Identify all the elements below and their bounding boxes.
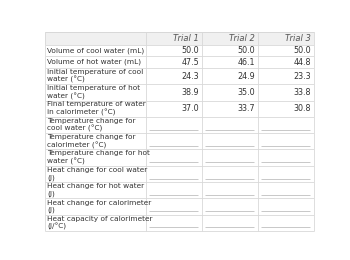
Text: 50.0: 50.0 [181,46,199,55]
Text: 33.7: 33.7 [237,104,255,113]
Text: Temperature change for
cool water (°C): Temperature change for cool water (°C) [47,118,136,132]
Text: 47.5: 47.5 [181,58,199,67]
Text: Volume of cool water (mL): Volume of cool water (mL) [47,47,145,54]
Text: 44.8: 44.8 [293,58,311,67]
Text: Heat capacity of calorimeter
(J/°C): Heat capacity of calorimeter (J/°C) [47,216,153,230]
Text: Heat change for calorimeter
(J): Heat change for calorimeter (J) [47,200,152,213]
Text: 23.3: 23.3 [293,72,311,81]
Bar [45,68,314,84]
Text: 24.3: 24.3 [181,72,199,81]
Bar [45,182,314,198]
Bar [45,32,314,45]
Text: 33.8: 33.8 [293,88,311,97]
Text: Temperature change for
calorimeter (°C): Temperature change for calorimeter (°C) [47,134,136,149]
Bar [45,198,314,215]
Text: Initial temperature of hot
water (°C): Initial temperature of hot water (°C) [47,85,140,100]
Text: 24.9: 24.9 [237,72,255,81]
Text: 46.1: 46.1 [238,58,255,67]
Bar [45,133,314,150]
Text: 38.9: 38.9 [181,88,199,97]
Text: Temperature change for hot
water (°C): Temperature change for hot water (°C) [47,150,150,165]
Text: Trial 3: Trial 3 [285,34,310,43]
Text: Trial 1: Trial 1 [173,34,198,43]
Text: Volume of hot water (mL): Volume of hot water (mL) [47,59,141,66]
Bar [45,166,314,182]
Text: Final temperature of water
in calorimeter (°C): Final temperature of water in calorimete… [47,101,146,116]
Text: 50.0: 50.0 [237,46,255,55]
Text: Heat change for cool water
(J): Heat change for cool water (J) [47,167,148,181]
Text: 50.0: 50.0 [293,46,311,55]
Text: 37.0: 37.0 [181,104,199,113]
Bar [45,150,314,166]
Bar [45,56,314,68]
Bar [45,84,314,101]
Text: Trial 2: Trial 2 [229,34,254,43]
Text: 30.8: 30.8 [293,104,311,113]
Bar [45,215,314,231]
Bar [45,101,314,117]
Text: 35.0: 35.0 [237,88,255,97]
Text: Heat change for hot water
(J): Heat change for hot water (J) [47,183,145,197]
Text: Initial temperature of cool
water (°C): Initial temperature of cool water (°C) [47,69,144,83]
Bar [45,45,314,56]
Bar [45,117,314,133]
